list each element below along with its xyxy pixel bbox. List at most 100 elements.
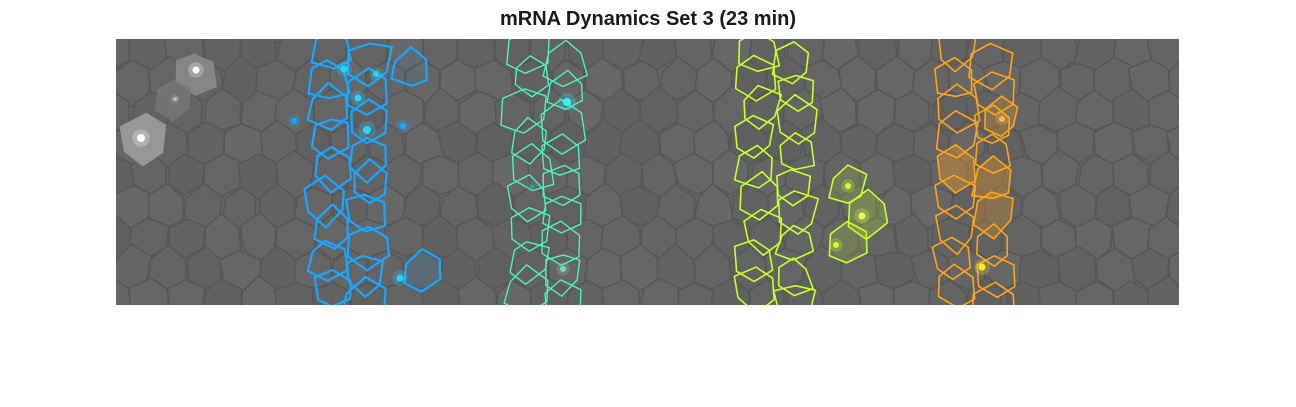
- segmented-cell-outline: [974, 133, 1011, 174]
- background-cell: [640, 277, 679, 305]
- segmented-cell-outline: [544, 279, 582, 305]
- background-cell: [619, 185, 661, 227]
- segmented-cell-outline: [506, 174, 547, 223]
- segmented-cell-outline: [541, 133, 581, 176]
- background-cell: [203, 277, 243, 305]
- background-cell: [529, 277, 571, 305]
- background-cell: [622, 59, 662, 102]
- segmented-cell-outline: [976, 255, 1016, 299]
- mrna-spot: [373, 71, 379, 77]
- segmented-cell-outline: [314, 146, 352, 194]
- background-cell: [693, 57, 733, 103]
- segmented-cell-outline: [390, 46, 428, 87]
- segmented-cell-outline: [776, 93, 818, 145]
- segmented-cell-outline: [733, 144, 773, 189]
- mrna-spot: [845, 183, 851, 189]
- segmented-cell-outline: [935, 110, 979, 159]
- segmented-cell-outline: [934, 56, 973, 98]
- mrna-spot: [999, 116, 1005, 122]
- segmented-cell-outline: [776, 168, 812, 207]
- background-cell: [116, 92, 131, 133]
- mrna-spot: [563, 98, 571, 106]
- segmented-cell-outline: [968, 42, 1014, 91]
- segmented-cell-outline: [506, 39, 550, 74]
- segmented-cell-outline: [541, 220, 581, 266]
- segmented-cell-outline: [938, 39, 977, 73]
- segmented-cell-outline: [313, 268, 352, 305]
- mrna-spot: [173, 97, 177, 101]
- background-cell: [601, 39, 643, 70]
- segmented-cell-outline: [777, 257, 814, 297]
- segmented-cell-outline: [303, 174, 345, 229]
- segmented-cell-outline: [976, 223, 1008, 268]
- segmented-cell-outline: [350, 98, 388, 145]
- segmented-cell-outline: [738, 39, 781, 73]
- background-cell-mesh: [116, 39, 1179, 305]
- segmented-cell-outline: [540, 98, 587, 155]
- segmented-cell-outline: [306, 239, 349, 282]
- segmented-cell-outline: [935, 204, 975, 256]
- background-cell: [710, 277, 751, 305]
- cell-column-white: [119, 53, 217, 167]
- background-cell: [893, 90, 931, 133]
- segmented-cell-outline: [828, 220, 868, 264]
- segmented-cell-outline: [345, 193, 387, 233]
- segmented-cell-outline: [345, 254, 384, 298]
- segmented-cell-outline: [937, 83, 981, 134]
- background-cell: [456, 276, 498, 305]
- mrna-spot: [363, 126, 371, 134]
- segmented-cell-outline: [313, 203, 349, 250]
- segmented-cell-outline: [733, 266, 775, 305]
- segmented-cell-outline: [972, 191, 1014, 240]
- background-cell: [400, 182, 441, 227]
- segmented-cell-outline: [346, 42, 393, 88]
- mrna-spot: [560, 266, 566, 272]
- segmented-cell-outline: [734, 54, 777, 102]
- segmented-cell-outline: [342, 275, 387, 305]
- highlighted-cell: [175, 53, 217, 96]
- segmented-cell-outline: [511, 143, 555, 192]
- segmented-cell-outline: [402, 248, 442, 293]
- background-cell: [116, 39, 133, 70]
- microscopy-image-panel: [116, 39, 1179, 305]
- mrna-spot: [833, 242, 839, 248]
- segmented-cell-outline: [931, 236, 972, 281]
- mrna-spot: [354, 94, 362, 102]
- segmented-cell-outline: [934, 174, 977, 220]
- segmented-cell-outline: [500, 88, 547, 134]
- segmented-cell-outline: [514, 55, 550, 98]
- mrna-spot: [396, 274, 404, 282]
- background-cell: [1164, 185, 1179, 225]
- cell-column-blue: [287, 39, 442, 305]
- segmented-cell-outline: [353, 158, 388, 205]
- segmented-cell-outline: [973, 104, 1011, 145]
- background-cell: [1146, 274, 1179, 305]
- segmented-cell-outline: [743, 208, 783, 257]
- mrna-spot: [400, 123, 406, 129]
- segmented-cell-outline: [546, 69, 584, 110]
- highlighted-cell: [154, 79, 192, 122]
- segmented-cell-outline: [971, 155, 1012, 200]
- cell-column-cyan-green: [500, 39, 588, 305]
- segmented-cell-outline: [937, 263, 976, 305]
- background-cell: [1037, 281, 1079, 305]
- figure-title: mRNA Dynamics Set 3 (23 min): [499, 8, 796, 30]
- segmented-cell-outline: [772, 284, 817, 305]
- segmented-cell-outline: [306, 81, 349, 131]
- segmented-cell-outline: [346, 67, 388, 116]
- segmented-cell-outline: [510, 207, 551, 252]
- segmented-cell-outline: [542, 39, 588, 88]
- segmented-cell-outline: [771, 41, 810, 85]
- segmented-cell-outline: [509, 241, 550, 285]
- cell-column-orange: [931, 39, 1019, 305]
- segmented-cell-outline: [777, 74, 815, 112]
- segmented-cell-outline: [310, 39, 353, 70]
- mrna-spot: [192, 66, 200, 74]
- background-cell: [1165, 125, 1179, 160]
- segmented-cell-outline: [310, 118, 350, 160]
- mrna-spot: [858, 212, 866, 220]
- mrna-spot: [291, 118, 297, 124]
- segmented-cell-outline: [973, 71, 1015, 116]
- segmented-cell-outline: [346, 225, 391, 272]
- segmented-cell-outline: [503, 264, 549, 305]
